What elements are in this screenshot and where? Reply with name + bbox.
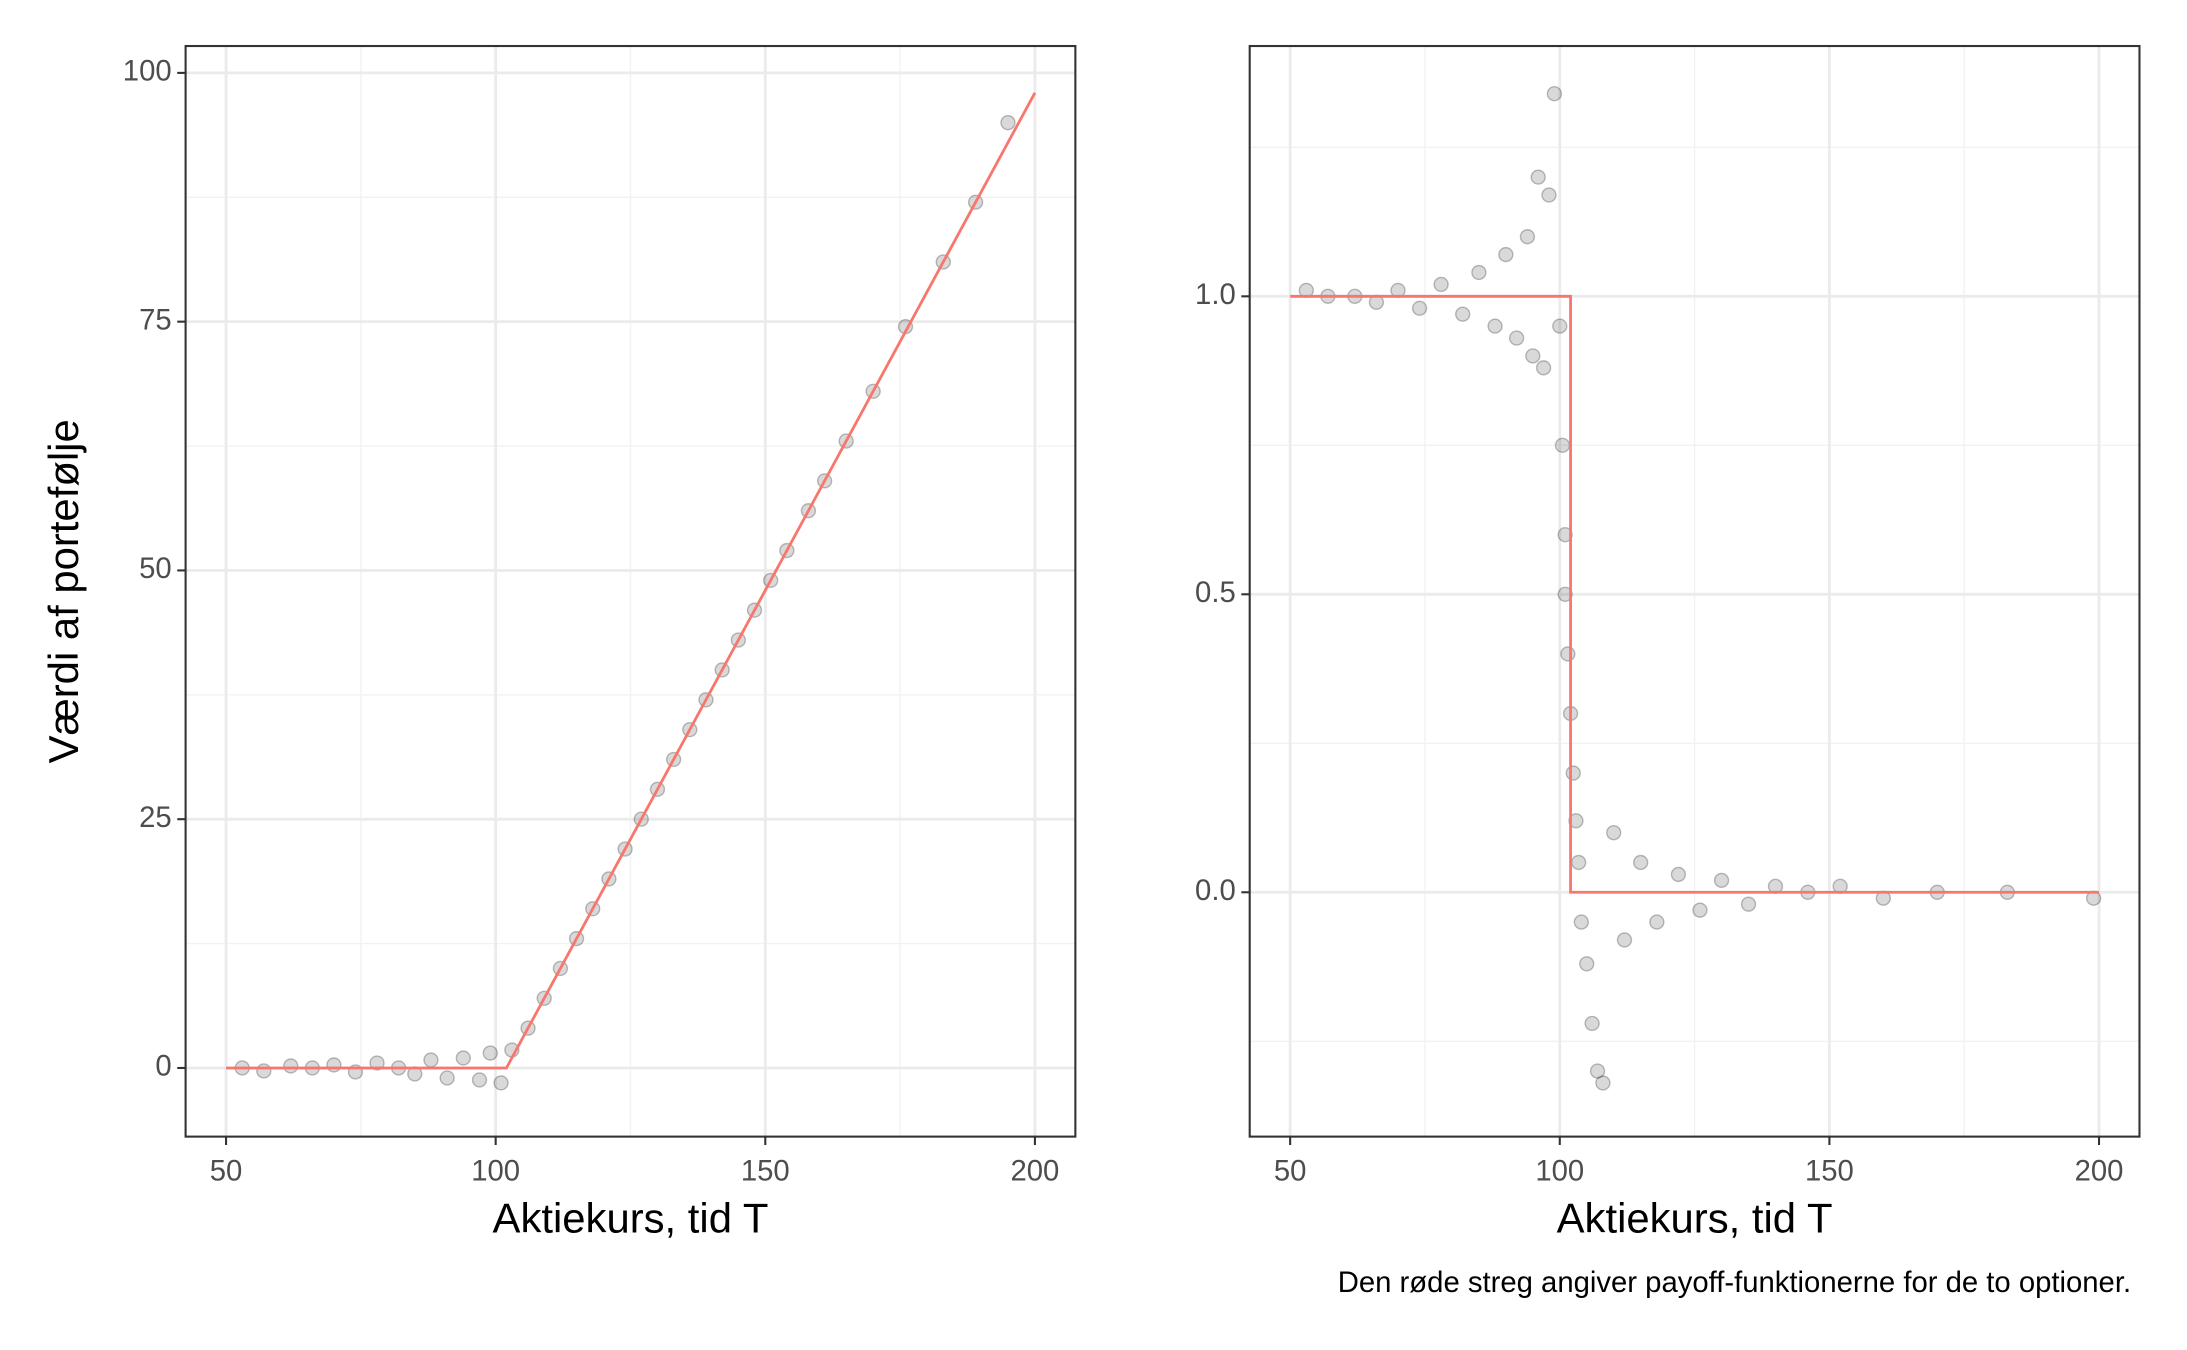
x-tick-label: 100 <box>471 1155 520 1188</box>
point <box>1557 527 1573 543</box>
point <box>1632 854 1649 871</box>
point <box>1584 1015 1600 1032</box>
caption: Den røde streg angiver payoff-funktioner… <box>1338 1266 2131 1299</box>
point <box>1455 306 1471 322</box>
point <box>256 1063 272 1079</box>
point <box>482 1045 498 1061</box>
point <box>1579 956 1595 972</box>
x-tick-label: 100 <box>1535 1155 1584 1188</box>
point <box>1557 586 1573 602</box>
point <box>1573 914 1590 930</box>
y-tick-label: 0 <box>155 1050 171 1083</box>
y-tick-label: 100 <box>123 55 172 88</box>
point <box>1649 914 1665 930</box>
point <box>471 1072 488 1088</box>
x-tick-label: 200 <box>2075 1155 2124 1188</box>
point <box>1670 866 1687 883</box>
point <box>493 1075 509 1091</box>
y-tick-label: 50 <box>139 552 172 585</box>
y-tick-label: 1.0 <box>1195 278 1236 311</box>
point <box>369 1055 385 1071</box>
point <box>1541 187 1557 203</box>
y-axis-title: Værdi af portefølje <box>40 419 87 763</box>
point <box>1568 813 1584 829</box>
point <box>439 1070 455 1086</box>
x-tick-label: 200 <box>1011 1155 1060 1188</box>
point <box>1616 932 1633 948</box>
panel-border <box>184 44 1077 1138</box>
point <box>1000 114 1016 131</box>
point <box>1554 437 1571 453</box>
point <box>1606 825 1622 841</box>
point <box>1508 330 1525 346</box>
point <box>1589 1063 1606 1079</box>
x-tick-label: 150 <box>741 1155 790 1188</box>
point <box>1487 318 1503 334</box>
payoff-line <box>1290 294 2100 894</box>
point <box>1713 872 1730 889</box>
panel-border <box>1248 44 2141 1138</box>
point <box>1525 348 1541 364</box>
point <box>1740 896 1757 912</box>
point <box>1433 276 1449 293</box>
point <box>1519 229 1536 245</box>
payoff-line <box>226 92 1037 1070</box>
point <box>1595 1075 1611 1091</box>
x-axis-title: Aktiekurs, tid T <box>1557 1195 1833 1242</box>
x-tick-label: 50 <box>210 1155 243 1188</box>
point <box>1560 646 1576 662</box>
point <box>1552 318 1568 334</box>
point <box>1498 246 1514 263</box>
y-tick-label: 0.5 <box>1195 576 1236 609</box>
point <box>455 1050 471 1066</box>
x-tick-label: 150 <box>1805 1155 1854 1188</box>
point <box>1570 854 1587 871</box>
point <box>1546 86 1563 102</box>
point <box>1471 264 1487 281</box>
point <box>1692 902 1708 918</box>
point <box>283 1058 299 1074</box>
point <box>1535 360 1552 376</box>
y-tick-label: 0.0 <box>1195 874 1236 907</box>
point <box>1411 300 1428 316</box>
y-tick-label: 75 <box>139 303 172 336</box>
y-tick-label: 25 <box>139 801 172 834</box>
point <box>1530 169 1546 185</box>
point <box>1565 765 1581 781</box>
point <box>423 1052 439 1068</box>
x-tick-label: 50 <box>1274 1155 1307 1188</box>
x-axis-title: Aktiekurs, tid T <box>493 1195 769 1242</box>
point <box>326 1057 342 1073</box>
